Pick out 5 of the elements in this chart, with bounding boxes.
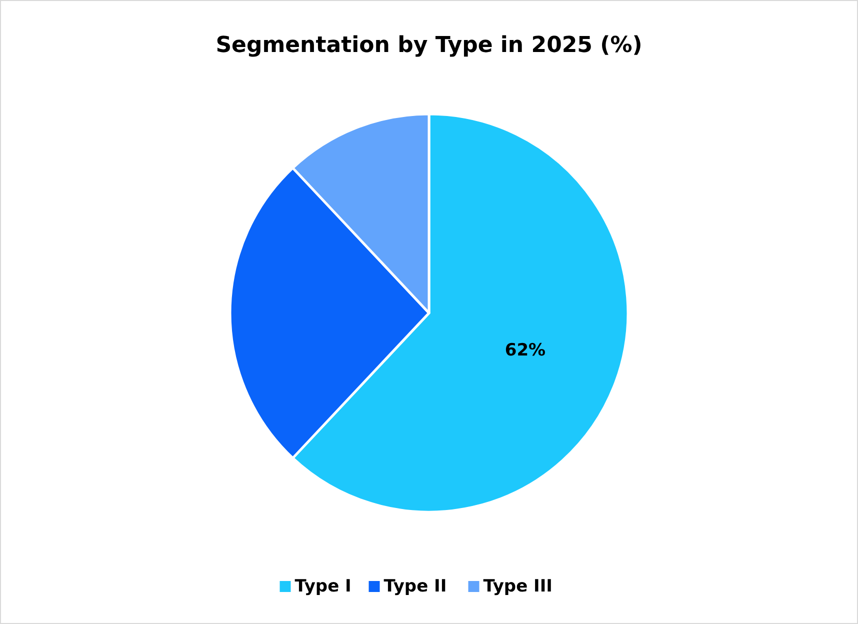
chart-title: Segmentation by Type in 2025 (%) xyxy=(216,33,642,58)
legend-label: Type I xyxy=(294,576,352,597)
legend-label: Type III xyxy=(483,576,553,597)
legend-label: Type II xyxy=(384,576,447,597)
data-label: 62% xyxy=(504,340,546,361)
